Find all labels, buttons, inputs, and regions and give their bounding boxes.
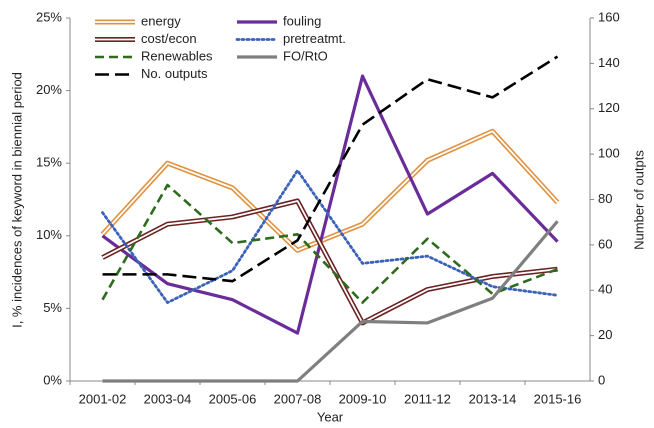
y2-tick-label: 20 bbox=[598, 327, 612, 342]
line bbox=[101, 74, 559, 335]
y2-tick-label: 120 bbox=[598, 100, 620, 115]
y-tick-label: 10% bbox=[36, 227, 62, 242]
y2-axis-label: Number of outpts bbox=[631, 150, 646, 250]
x-tick-label: 2007-08 bbox=[274, 391, 322, 406]
line bbox=[102, 220, 559, 383]
y-tick-label: 20% bbox=[36, 82, 62, 97]
legend-label: FO/RtO bbox=[283, 48, 328, 63]
legend-label: cost/econ bbox=[141, 31, 197, 46]
y2-tick-label: 40 bbox=[598, 282, 612, 297]
line-inner bbox=[102, 200, 558, 324]
x-tick-label: 2011-12 bbox=[404, 391, 451, 406]
y2-tick-label: 140 bbox=[598, 55, 620, 70]
x-tick-label: 2009-10 bbox=[339, 391, 387, 406]
legend-label: Renewables bbox=[141, 48, 213, 63]
y2-tick-label: 0 bbox=[598, 372, 605, 387]
y-tick-label: 5% bbox=[43, 300, 62, 315]
line-inner bbox=[101, 130, 559, 252]
y-axis-label: I, % incidences of keyword in biennial p… bbox=[9, 72, 24, 328]
x-axis-label: Year bbox=[317, 409, 344, 424]
y2-tick-label: 60 bbox=[598, 236, 612, 251]
y-tick-label: 0% bbox=[43, 372, 62, 387]
line bbox=[100, 128, 560, 253]
x-tick-label: 2003-04 bbox=[144, 391, 192, 406]
line bbox=[102, 55, 559, 283]
line bbox=[101, 183, 558, 304]
line bbox=[101, 169, 559, 304]
y-tick-label: 25% bbox=[36, 9, 62, 24]
y2-tick-label: 160 bbox=[598, 9, 620, 24]
x-tick-label: 2001-02 bbox=[79, 391, 127, 406]
legend-label: fouling bbox=[283, 13, 321, 28]
y-tick-label: 15% bbox=[36, 155, 62, 170]
x-tick-label: 2005-06 bbox=[209, 391, 257, 406]
x-tick-label: 2015-16 bbox=[534, 391, 582, 406]
x-tick-label: 2013-14 bbox=[469, 391, 517, 406]
legend-label: pretreatmt. bbox=[283, 31, 346, 46]
legend-label: energy bbox=[141, 13, 181, 28]
legend-label: No. outputs bbox=[141, 66, 208, 81]
y2-tick-label: 80 bbox=[598, 191, 612, 206]
y2-tick-label: 100 bbox=[598, 146, 620, 161]
